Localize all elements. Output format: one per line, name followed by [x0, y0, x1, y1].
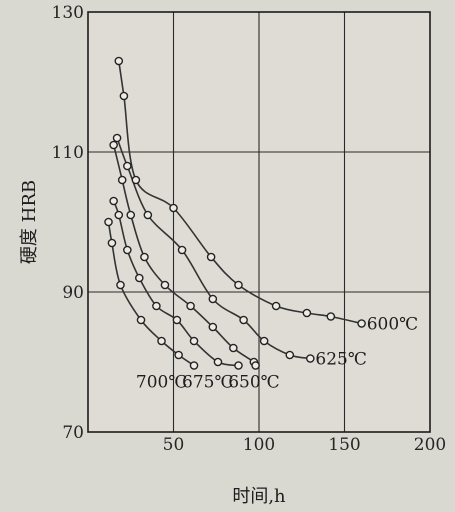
series-label: 600℃	[367, 315, 418, 335]
axes	[87, 11, 431, 433]
x-axis-title: 时间,h	[232, 486, 286, 507]
data-point	[229, 343, 238, 353]
data-point	[259, 336, 269, 346]
data-point	[326, 312, 336, 321]
data-points	[104, 56, 366, 370]
grid	[88, 12, 430, 432]
data-point	[234, 361, 243, 370]
y-tick-label: 70	[62, 423, 84, 443]
data-point	[123, 245, 132, 255]
data-point	[126, 210, 136, 220]
series-label: 675℃	[182, 373, 233, 393]
data-point	[213, 357, 223, 367]
data-point	[104, 217, 113, 227]
data-point	[208, 322, 218, 332]
data-point	[140, 252, 149, 262]
data-point	[119, 91, 129, 101]
x-tick-label: 100	[243, 435, 275, 455]
x-tick-label: 50	[163, 435, 185, 455]
data-point	[206, 252, 216, 262]
data-point	[116, 280, 125, 290]
data-point	[271, 301, 281, 311]
x-tick-label: 150	[328, 435, 360, 455]
y-tick-label: 110	[52, 143, 84, 163]
series-label: 625℃	[315, 350, 366, 370]
data-point	[169, 203, 178, 213]
data-point	[112, 133, 122, 143]
data-point	[160, 280, 170, 290]
data-point	[186, 301, 195, 311]
series-curve	[112, 144, 257, 367]
data-point	[107, 238, 117, 248]
data-point	[123, 161, 132, 171]
y-tick-label: 90	[62, 283, 84, 303]
series-label: 650℃	[228, 373, 279, 393]
data-point	[143, 210, 153, 220]
data-point	[152, 301, 161, 311]
data-point	[131, 175, 141, 185]
data-point	[177, 245, 187, 255]
data-point	[172, 315, 182, 325]
plot-frame	[87, 11, 431, 433]
data-point	[109, 196, 118, 206]
data-point	[189, 361, 199, 370]
data-point	[114, 210, 124, 220]
data-point	[174, 350, 183, 360]
data-point	[251, 361, 260, 370]
series-curve	[118, 60, 362, 325]
data-point	[285, 350, 295, 360]
x-tick-label: 200	[414, 435, 446, 455]
data-point	[109, 140, 118, 150]
data-point	[157, 336, 166, 346]
data-point	[305, 354, 315, 363]
data-point	[117, 175, 127, 185]
data-point	[239, 315, 248, 325]
data-point	[136, 315, 146, 325]
data-point	[234, 280, 243, 290]
data-point	[134, 273, 144, 283]
tick-labels: 50 100 150 200 70 90 110 130	[52, 3, 447, 455]
data-point	[114, 56, 124, 66]
series-label: 700℃	[136, 373, 187, 393]
data-point	[357, 319, 366, 328]
y-tick-label: 130	[52, 3, 84, 23]
data-point	[302, 308, 312, 318]
data-point	[189, 336, 199, 346]
y-axis-title: 硬度 HRB	[19, 180, 40, 264]
data-point	[208, 294, 218, 304]
